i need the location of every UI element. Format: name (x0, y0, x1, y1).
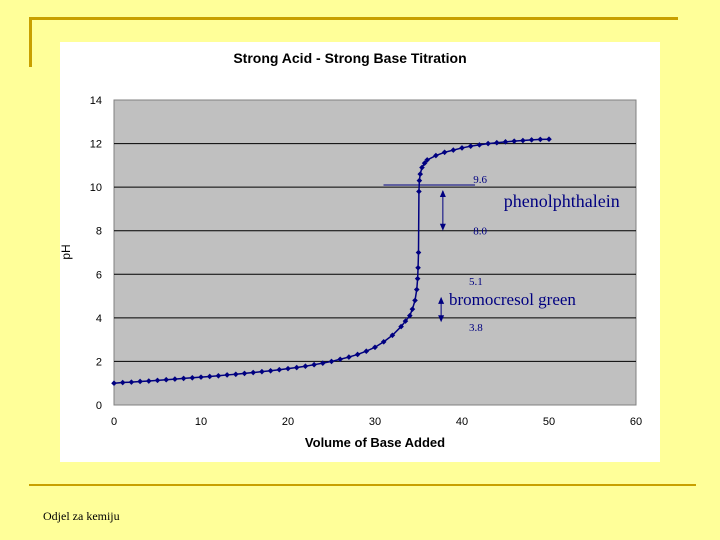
data-point (409, 306, 416, 312)
y-axis-label: pH (60, 244, 73, 259)
data-point (412, 297, 418, 304)
data-point (363, 348, 370, 354)
data-point (398, 323, 404, 330)
data-point (450, 147, 457, 153)
data-point (520, 137, 526, 144)
decorative-vertical-rule (29, 17, 32, 67)
data-point (154, 377, 161, 384)
data-point (302, 363, 309, 370)
data-point (276, 366, 283, 373)
gridlines (114, 143, 636, 362)
data-point (416, 177, 423, 184)
data-point (346, 354, 352, 360)
data-point (285, 365, 291, 372)
decorative-bottom-rule (29, 484, 696, 486)
data-point (259, 368, 265, 375)
x-tick-label: 40 (456, 416, 468, 428)
x-tick-label: 0 (111, 416, 117, 428)
annotation-3-8: 3.8 (469, 322, 483, 334)
data-point (414, 275, 421, 282)
data-point (417, 171, 424, 177)
data-point (528, 137, 535, 143)
data-point (476, 142, 483, 148)
data-point (320, 360, 326, 366)
data-point (337, 356, 343, 363)
annotation-8-0: 8.0 (473, 226, 487, 238)
chart-container: Strong Acid - Strong Base Titration 0 2 4 6… (60, 42, 660, 462)
x-tick-label: 10 (195, 416, 207, 428)
y-tick-label: 6 (96, 269, 102, 281)
decorative-top-rule (29, 17, 678, 20)
x-tick-label: 50 (543, 416, 555, 428)
data-point (180, 375, 187, 382)
data-point (189, 374, 196, 381)
data-point (328, 358, 335, 365)
annotation-bromocresol-green: bromocresol green (449, 290, 576, 309)
data-point (511, 138, 517, 144)
data-point (407, 312, 413, 319)
data-point (198, 374, 204, 380)
x-axis-label: Volume of Base Added (305, 435, 445, 450)
footer-label: Odjel za kemiju (43, 509, 120, 523)
y-tick-labels: 0 2 4 6 8 10 12 14 (90, 95, 102, 412)
annotation-phenolphthalein: phenolphthalein (504, 191, 620, 211)
indicator-annotations: 9.6 8.0 phenolphthalein 5.1 bromocresol gree… (449, 174, 620, 334)
data-point (215, 373, 222, 379)
data-point (415, 264, 421, 271)
titration-series (111, 136, 552, 387)
data-point (415, 249, 422, 256)
data-point (419, 164, 425, 171)
arrow-down-icon (438, 315, 445, 323)
arrow-up-icon (438, 296, 445, 304)
data-point (250, 369, 256, 376)
data-point (267, 367, 274, 374)
x-tick-label: 60 (630, 416, 642, 428)
titration-chart: Strong Acid - Strong Base Titration 0 2 4 6… (60, 50, 642, 450)
arrow-down-icon (439, 223, 446, 231)
x-tick-labels: 0 10 20 30 40 50 60 (111, 416, 642, 428)
y-tick-label: 8 (96, 226, 102, 238)
arrow-up-icon (439, 189, 446, 197)
y-tick-label: 2 (96, 356, 102, 368)
y-tick-label: 0 (96, 400, 102, 412)
data-point (293, 364, 300, 371)
plot-area (113, 99, 637, 406)
data-point (413, 286, 420, 293)
data-point (233, 371, 239, 378)
annotation-9-6: 9.6 (473, 174, 487, 186)
data-point (311, 361, 317, 368)
data-point (416, 188, 422, 195)
data-point (372, 344, 378, 351)
indicator-marks (383, 184, 476, 323)
data-point (172, 376, 178, 382)
data-point (111, 380, 117, 387)
annotation-5-1: 5.1 (469, 276, 483, 288)
data-point (137, 378, 143, 385)
data-point (389, 332, 396, 339)
data-point (402, 318, 409, 324)
y-tick-label: 12 (90, 139, 102, 151)
y-tick-label: 10 (90, 182, 102, 194)
data-point (119, 379, 126, 386)
data-point (224, 372, 230, 378)
x-tick-label: 20 (282, 416, 294, 428)
x-tick-label: 30 (369, 416, 381, 428)
data-point (241, 370, 248, 377)
data-point (206, 373, 213, 380)
data-point (128, 379, 135, 385)
y-tick-label: 4 (96, 313, 102, 325)
y-tick-label: 14 (90, 95, 102, 107)
data-point (537, 136, 544, 143)
data-point (380, 339, 387, 345)
chart-title: Strong Acid - Strong Base Titration (233, 50, 466, 66)
data-point (354, 351, 361, 358)
